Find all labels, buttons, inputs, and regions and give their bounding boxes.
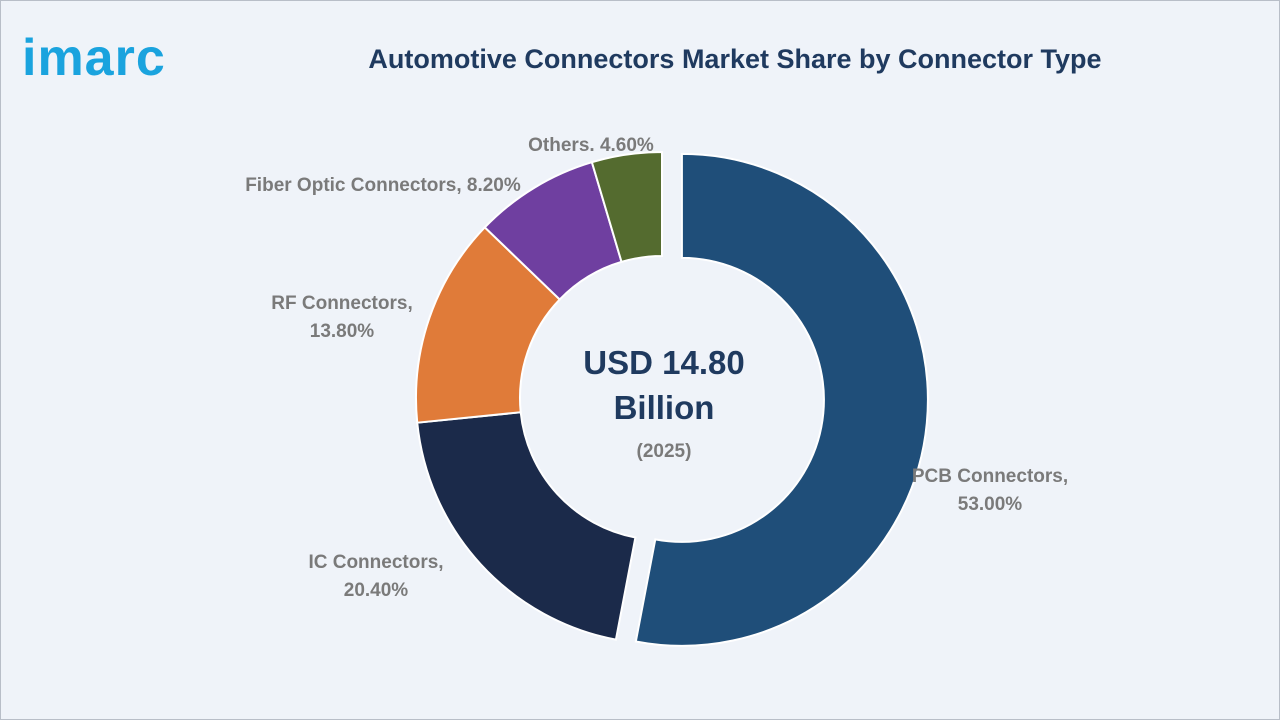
slice-pcb-connectors [634,152,929,647]
label-others: Others. 4.60% [528,135,654,156]
imarc-logo: imarc [22,29,166,87]
chart-title: Automotive Connectors Market Share by Co… [368,44,1102,74]
center-year: (2025) [637,441,692,462]
label-rf-connectors: RF Connectors, 13.80% [271,293,412,342]
label-pcb-connectors: PCB Connectors, 53.00% [912,466,1068,515]
label-fiber-optic-connectors: Fiber Optic Connectors, 8.20% [245,175,521,196]
center-value-line1: USD 14.80 [583,344,744,381]
slice-others [590,150,663,264]
center-value-line2: Billion [614,389,715,426]
label-ic-connectors: IC Connectors, 20.40% [308,552,443,601]
slice-ic-connectors [416,411,637,641]
